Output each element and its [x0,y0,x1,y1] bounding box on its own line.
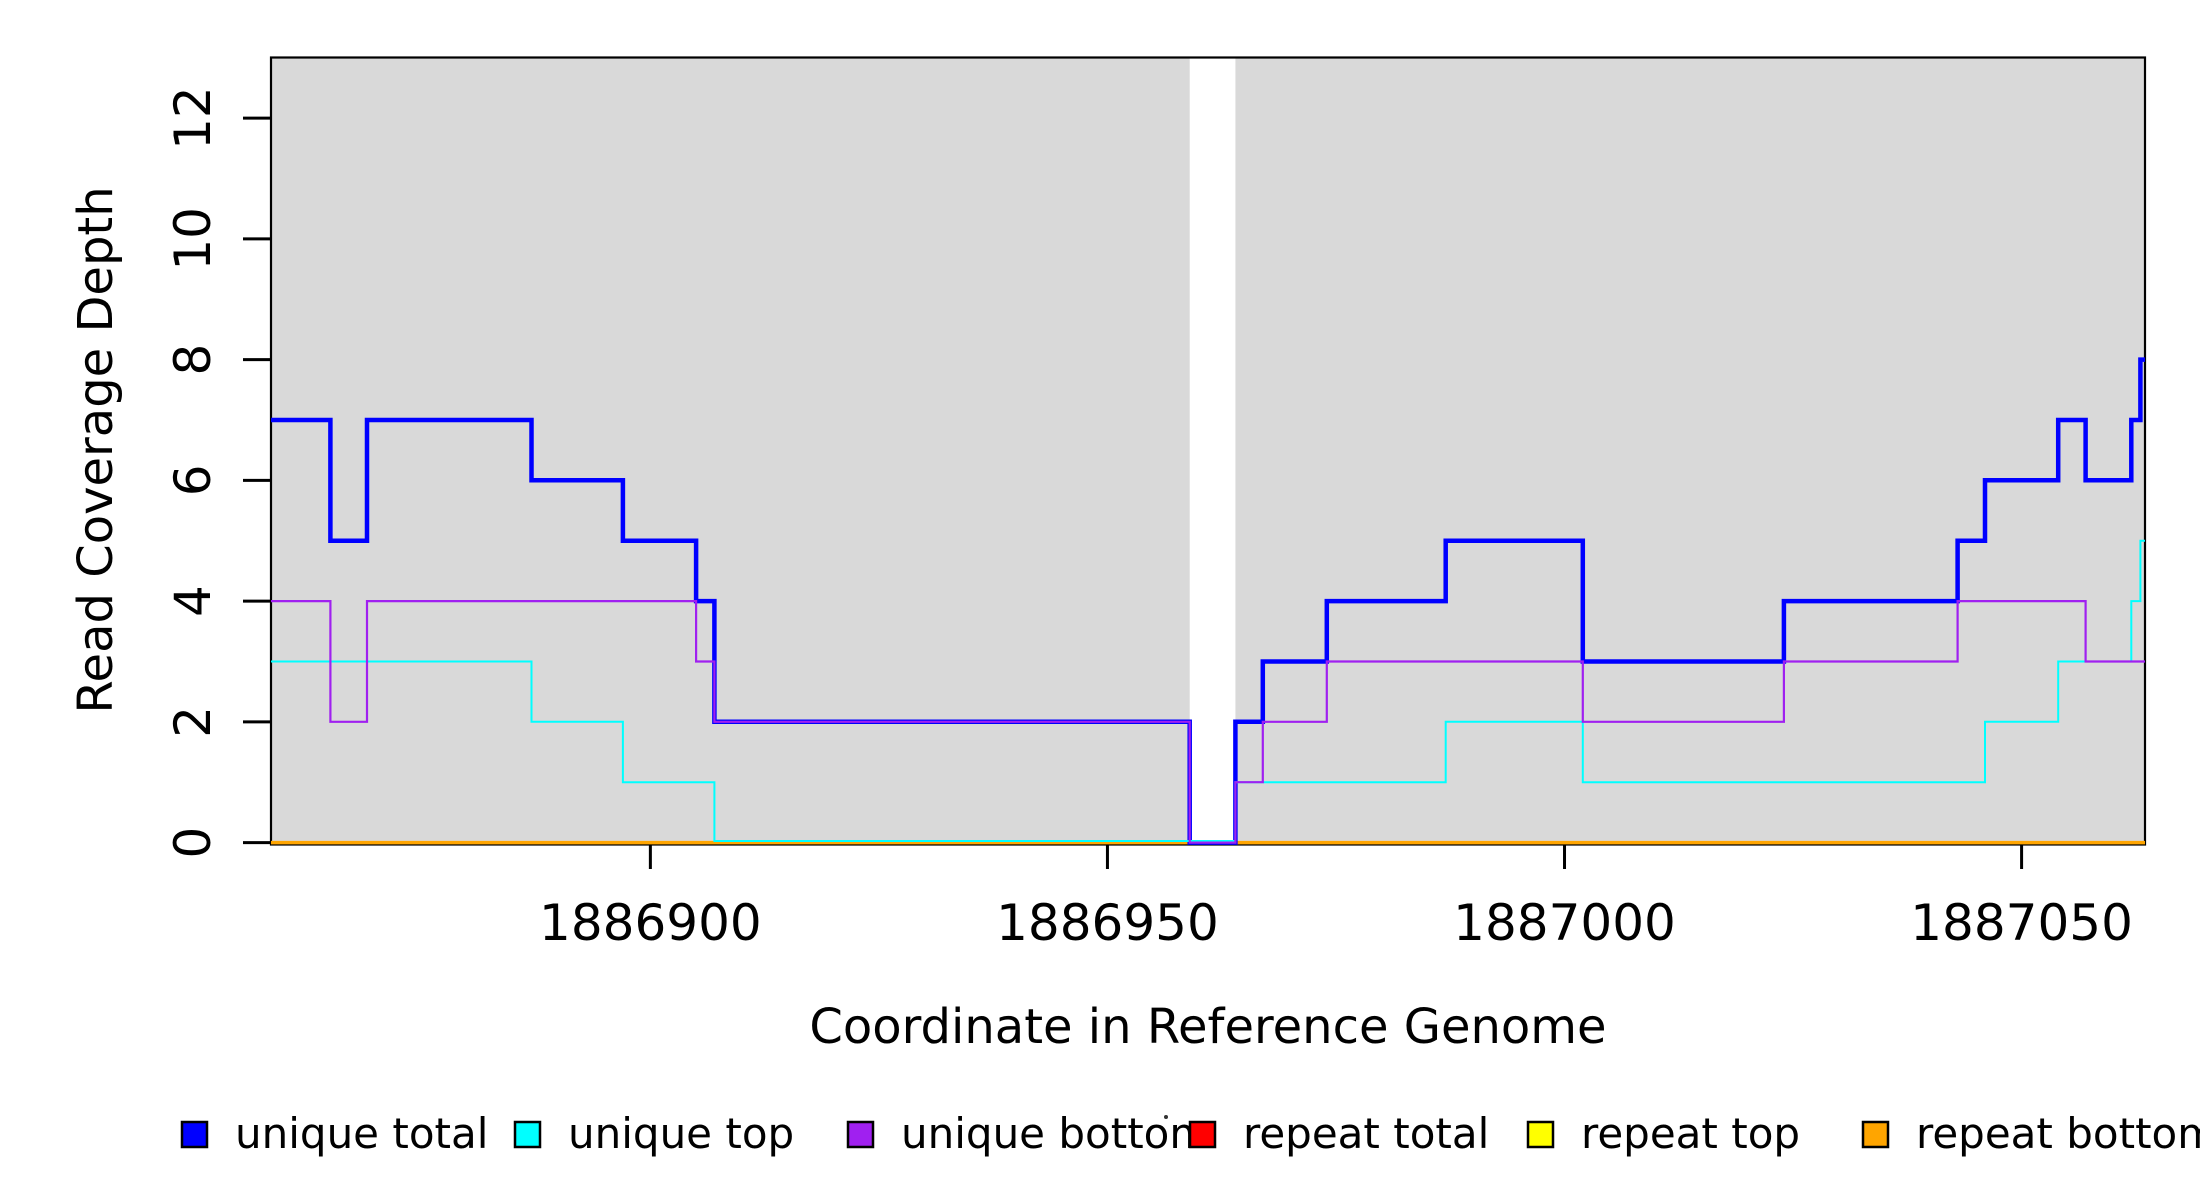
y-tick-label: 6 [164,464,222,496]
legend-label-unique-total: unique total [235,1109,488,1158]
plot-background-right [1235,57,2145,844]
plot-background-left [271,57,1190,844]
x-tick-label: 1886900 [539,894,762,952]
legend-label-repeat-total: repeat total [1243,1109,1489,1158]
y-tick-label: 12 [164,86,222,150]
legend-swatch-repeat-top [1526,1120,1555,1149]
y-tick-label: 8 [164,344,222,376]
x-axis-title: Coordinate in Reference Genome [809,999,1606,1055]
legend-swatch-repeat-bottom [1861,1120,1890,1149]
y-tick-label: 4 [164,585,222,617]
legend-swatch-unique-bottom [846,1120,875,1149]
series-unique-bottom [271,600,2145,844]
legend-swatch-repeat-total [1188,1120,1217,1149]
x-tick-label: 1887050 [1910,894,2133,952]
stray-dot-artifact [1164,1115,1168,1119]
series-unique-total [271,357,2145,845]
legend-label-repeat-bottom: repeat bottom [1916,1109,2200,1158]
y-tick-label: 10 [164,207,222,271]
y-axis-title: Read Coverage Depth [68,186,124,713]
legend-swatch-unique-top [513,1120,542,1149]
legend-label-unique-top: unique top [568,1109,794,1158]
x-tick-label: 1887000 [1453,894,1676,952]
legend-swatch-unique-total [180,1120,209,1149]
y-tick-label: 2 [164,706,222,738]
series-unique-top [271,539,2145,842]
x-tick-label: 1886950 [996,894,1219,952]
y-tick-label: 0 [164,827,222,859]
legend-label-unique-bottom: unique bottom [901,1109,1210,1158]
legend-label-repeat-top: repeat top [1581,1109,1800,1158]
